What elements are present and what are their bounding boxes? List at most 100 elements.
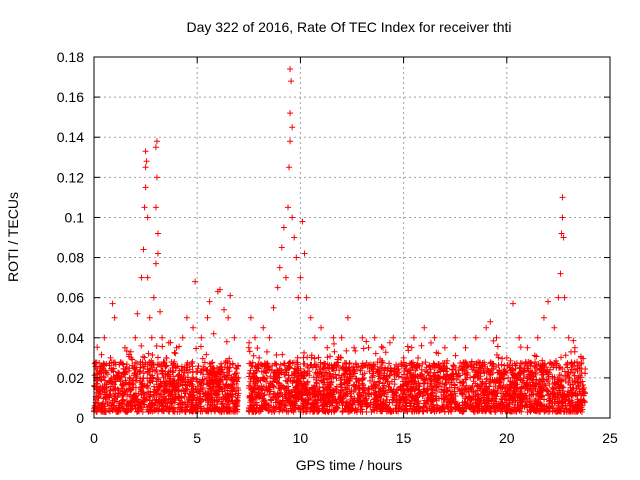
data-point — [565, 334, 572, 341]
data-point — [467, 361, 474, 368]
data-point — [422, 359, 429, 366]
data-point — [221, 372, 228, 379]
data-point — [544, 388, 551, 395]
data-point — [254, 345, 261, 352]
data-point — [153, 174, 160, 181]
data-point — [140, 401, 147, 408]
data-point — [131, 402, 138, 409]
data-point — [190, 395, 197, 402]
data-point — [130, 393, 137, 400]
data-point — [300, 374, 307, 381]
data-point — [246, 348, 253, 355]
data-point — [498, 376, 505, 383]
data-point — [160, 394, 167, 401]
data-point — [328, 379, 335, 386]
data-point — [540, 371, 547, 378]
data-point — [376, 393, 383, 400]
data-point — [395, 373, 402, 380]
data-point — [487, 405, 494, 412]
data-point — [464, 369, 471, 376]
data-point — [408, 379, 415, 386]
data-point — [421, 389, 428, 396]
data-point — [359, 334, 366, 341]
data-point — [399, 391, 406, 398]
data-point — [154, 250, 161, 257]
data-point — [308, 404, 315, 411]
data-point — [495, 362, 502, 369]
data-point — [283, 395, 290, 402]
data-point — [431, 361, 438, 368]
data-point — [132, 367, 139, 374]
data-point — [266, 391, 273, 398]
data-point — [288, 407, 295, 414]
data-point — [149, 408, 156, 415]
data-point — [428, 386, 435, 393]
data-point — [172, 350, 179, 357]
data-point — [337, 377, 344, 384]
data-point — [561, 368, 568, 375]
data-point — [174, 372, 181, 379]
data-point — [265, 386, 272, 393]
data-point — [197, 343, 204, 350]
data-point — [330, 340, 337, 347]
data-point — [231, 408, 238, 415]
data-point — [318, 324, 325, 331]
data-point — [93, 359, 100, 366]
data-point — [500, 381, 507, 388]
data-point — [154, 375, 161, 382]
data-point — [295, 294, 302, 301]
data-point — [501, 366, 508, 373]
data-point — [275, 379, 282, 386]
data-point — [176, 343, 183, 350]
data-point — [293, 254, 300, 261]
data-point — [393, 361, 400, 368]
data-point — [578, 365, 585, 372]
data-point — [137, 405, 144, 412]
data-point — [246, 370, 253, 377]
data-point — [381, 374, 388, 381]
data-point — [144, 368, 151, 375]
data-point — [410, 383, 417, 390]
data-point — [336, 367, 343, 374]
x-tick-label: 0 — [90, 430, 98, 446]
data-point — [198, 379, 205, 386]
data-point — [427, 407, 434, 414]
data-point — [544, 366, 551, 373]
data-point — [521, 394, 528, 401]
data-point — [523, 380, 530, 387]
data-point — [137, 361, 144, 368]
data-point — [466, 403, 473, 410]
data-point — [270, 393, 277, 400]
data-point — [140, 394, 147, 401]
data-point — [436, 407, 443, 414]
data-point — [268, 397, 275, 404]
data-point — [556, 398, 563, 405]
y-tick-label: 0.18 — [57, 49, 84, 65]
data-point — [224, 385, 231, 392]
data-point — [159, 334, 166, 341]
data-point — [545, 408, 552, 415]
data-point — [381, 366, 388, 373]
data-point — [517, 399, 524, 406]
data-point — [533, 353, 540, 360]
data-point — [569, 408, 576, 415]
data-point — [126, 365, 133, 372]
data-point — [314, 396, 321, 403]
data-point — [408, 384, 415, 391]
data-point — [516, 334, 523, 341]
data-point — [357, 367, 364, 374]
data-point — [339, 363, 346, 370]
data-point — [431, 334, 438, 341]
data-point — [531, 352, 538, 359]
data-point — [504, 407, 511, 414]
data-point — [144, 396, 151, 403]
data-point — [261, 391, 268, 398]
data-point — [511, 401, 518, 408]
data-point — [581, 384, 588, 391]
data-point — [134, 404, 141, 411]
data-point — [507, 357, 514, 364]
data-point — [577, 374, 584, 381]
data-point — [204, 405, 211, 412]
data-point — [283, 387, 290, 394]
data-point — [483, 399, 490, 406]
